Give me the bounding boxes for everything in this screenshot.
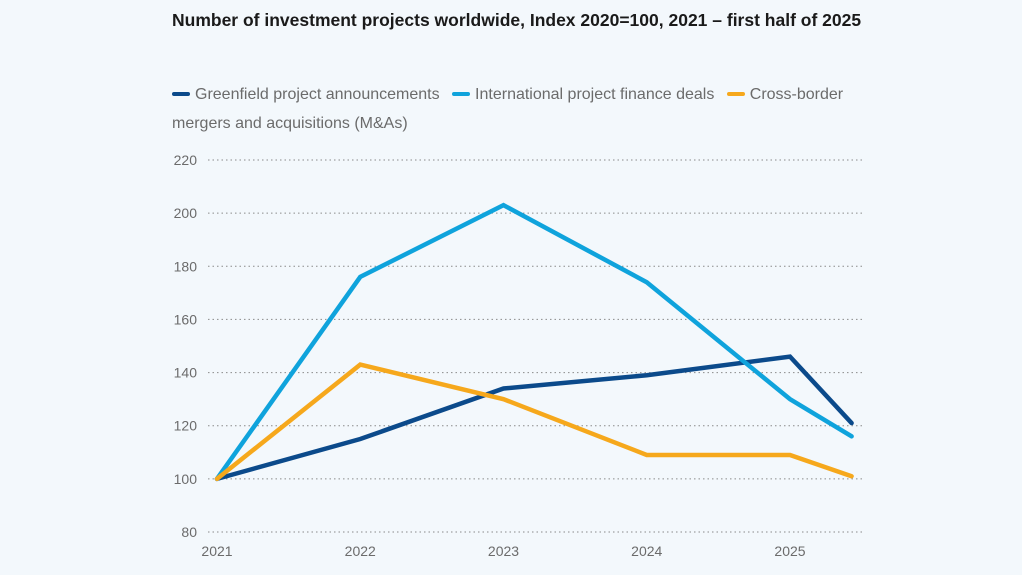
legend-item-mna: Cross-border mergers and acquisitions (M… <box>172 86 843 132</box>
y-tick-label: 220 <box>174 152 198 168</box>
y-tick-label: 140 <box>174 365 198 381</box>
legend-swatch <box>172 91 190 96</box>
legend: Greenfield project announcements Interna… <box>172 80 852 138</box>
x-tick-label: 2022 <box>345 543 376 559</box>
legend-label: Cross-border mergers and acquisitions (M… <box>172 86 844 132</box>
y-tick-label: 200 <box>174 205 198 221</box>
series-line-2 <box>214 362 854 482</box>
legend-swatch <box>726 91 745 96</box>
legend-swatch <box>452 91 471 96</box>
chart-title: Number of investment projects worldwide,… <box>172 10 862 30</box>
legend-item-project-finance: International project finance deals <box>452 86 714 103</box>
legend-item-greenfield: Greenfield project announcements <box>172 86 440 103</box>
x-tick-label: 2023 <box>488 543 519 559</box>
y-tick-label: 100 <box>174 471 198 487</box>
x-tick-label: 2021 <box>201 543 232 559</box>
x-tick-label: 2025 <box>774 543 805 559</box>
x-tick-label: 2024 <box>631 543 662 559</box>
series-line-0 <box>214 354 854 482</box>
legend-label: Greenfield project announcements <box>195 86 440 103</box>
y-tick-label: 80 <box>181 524 197 540</box>
y-tick-label: 180 <box>174 258 198 274</box>
y-tick-label: 160 <box>174 311 198 327</box>
legend-label: International project finance deals <box>475 86 715 103</box>
y-tick-label: 120 <box>174 418 198 434</box>
series-line-1 <box>214 202 854 482</box>
